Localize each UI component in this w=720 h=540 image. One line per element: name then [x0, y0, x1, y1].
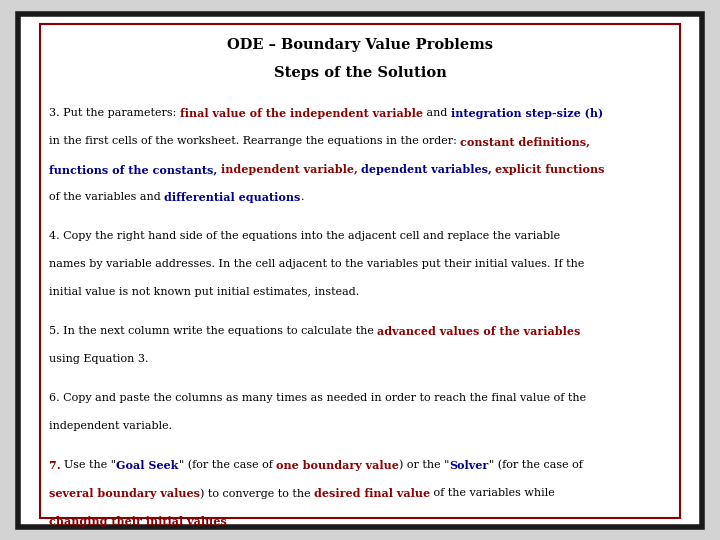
Text: 6. Copy and paste the columns as many times as needed in order to reach the fina: 6. Copy and paste the columns as many ti…: [49, 393, 586, 403]
Text: dependent variables,: dependent variables,: [361, 164, 492, 175]
Text: one boundary value: one boundary value: [276, 460, 399, 471]
Text: differential equations: differential equations: [164, 192, 300, 203]
Text: Goal Seek: Goal Seek: [117, 460, 179, 471]
Text: several boundary values: several boundary values: [49, 488, 200, 499]
Text: of the variables while: of the variables while: [431, 488, 555, 498]
Text: of the variables and: of the variables and: [49, 192, 164, 202]
Text: Use the ": Use the ": [65, 460, 117, 470]
Text: Steps of the Solution: Steps of the Solution: [274, 66, 446, 80]
Text: 4. Copy the right hand side of the equations into the adjacent cell and replace : 4. Copy the right hand side of the equat…: [49, 231, 560, 241]
Text: integration step-size (h): integration step-size (h): [451, 108, 603, 119]
Text: ) or the ": ) or the ": [399, 460, 449, 470]
Text: functions of the constants,: functions of the constants,: [49, 164, 217, 175]
Text: and: and: [423, 108, 451, 118]
Text: desired final value: desired final value: [314, 488, 431, 499]
Text: .: .: [300, 192, 304, 202]
Text: explicit functions: explicit functions: [495, 164, 605, 175]
Text: 7.: 7.: [49, 460, 65, 471]
Text: Solver: Solver: [449, 460, 489, 471]
FancyBboxPatch shape: [18, 14, 702, 526]
Text: initial value is not known put initial estimates, instead.: initial value is not known put initial e…: [49, 287, 359, 298]
Text: 3. Put the parameters:: 3. Put the parameters:: [49, 108, 180, 118]
Text: ODE – Boundary Value Problems: ODE – Boundary Value Problems: [227, 38, 493, 52]
Text: final value of the independent variable: final value of the independent variable: [180, 108, 423, 119]
Text: " (for the case of: " (for the case of: [179, 460, 276, 470]
Text: ) to converge to the: ) to converge to the: [200, 488, 314, 499]
Text: names by variable addresses. In the cell adjacent to the variables put their ini: names by variable addresses. In the cell…: [49, 259, 585, 269]
Text: independent variable,: independent variable,: [221, 164, 358, 175]
Text: in the first cells of the worksheet. Rearrange the equations in the order:: in the first cells of the worksheet. Rea…: [49, 136, 460, 146]
Text: 5. In the next column write the equations to calculate the: 5. In the next column write the equation…: [49, 326, 377, 336]
Text: " (for the case of: " (for the case of: [489, 460, 582, 470]
Text: advanced values of the variables: advanced values of the variables: [377, 326, 581, 337]
FancyBboxPatch shape: [40, 24, 680, 518]
Text: constant definitions,: constant definitions,: [460, 136, 590, 147]
Text: independent variable.: independent variable.: [49, 421, 172, 431]
Text: changing their initial values: changing their initial values: [49, 516, 227, 527]
Text: using Equation 3.: using Equation 3.: [49, 354, 148, 364]
